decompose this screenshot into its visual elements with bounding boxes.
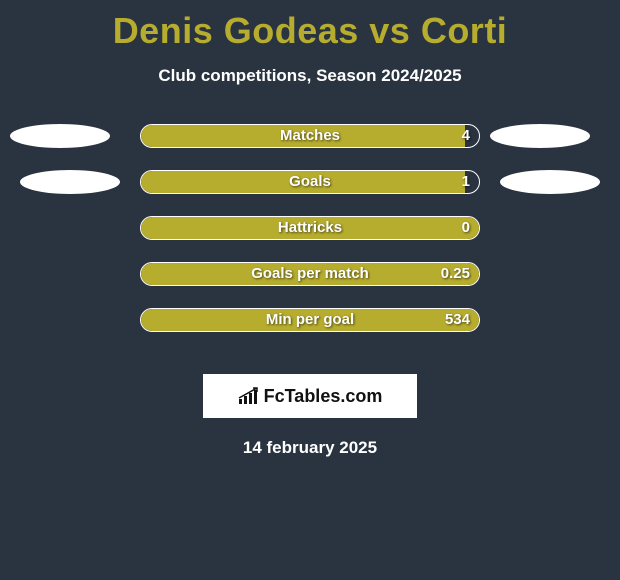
page-title: Denis Godeas vs Corti bbox=[0, 0, 620, 52]
bar-fill bbox=[141, 125, 465, 147]
ellipse-decoration bbox=[490, 124, 590, 148]
bar-value: 4 bbox=[462, 124, 470, 148]
footer-date: 14 february 2025 bbox=[0, 438, 620, 458]
logo-box: FcTables.com bbox=[203, 374, 417, 418]
bar bbox=[140, 216, 480, 240]
bar-fill bbox=[141, 263, 479, 285]
subtitle: Club competitions, Season 2024/2025 bbox=[0, 66, 620, 86]
bar-value: 1 bbox=[462, 170, 470, 194]
bar-value: 0.25 bbox=[441, 262, 470, 286]
bar bbox=[140, 170, 480, 194]
bar bbox=[140, 124, 480, 148]
bar-value: 534 bbox=[445, 308, 470, 332]
bar-chart-arrow-icon bbox=[238, 387, 260, 405]
ellipse-decoration bbox=[20, 170, 120, 194]
bar bbox=[140, 308, 480, 332]
ellipse-decoration bbox=[500, 170, 600, 194]
stat-row: Matches4 bbox=[0, 124, 620, 170]
stat-row: Goals per match0.25 bbox=[0, 262, 620, 308]
bar-fill bbox=[141, 171, 465, 193]
stat-row: Hattricks0 bbox=[0, 216, 620, 262]
stats-chart: Matches4Goals1Hattricks0Goals per match0… bbox=[0, 124, 620, 354]
bar-value: 0 bbox=[462, 216, 470, 240]
logo-text: FcTables.com bbox=[264, 386, 383, 407]
bar-fill bbox=[141, 309, 479, 331]
stat-row: Goals1 bbox=[0, 170, 620, 216]
bar-fill bbox=[141, 217, 479, 239]
stat-row: Min per goal534 bbox=[0, 308, 620, 354]
bar bbox=[140, 262, 480, 286]
ellipse-decoration bbox=[10, 124, 110, 148]
